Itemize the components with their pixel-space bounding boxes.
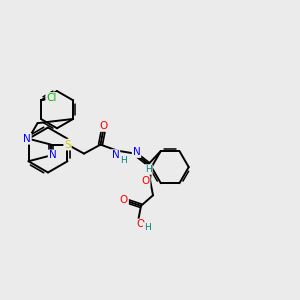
- Text: O: O: [120, 195, 128, 205]
- Text: H: H: [145, 165, 152, 174]
- Text: H: H: [144, 223, 150, 232]
- Text: H: H: [120, 156, 127, 165]
- Text: Cl: Cl: [46, 93, 57, 103]
- Text: N: N: [133, 147, 140, 157]
- Text: N: N: [112, 150, 119, 160]
- Text: O: O: [99, 121, 108, 131]
- Text: O: O: [141, 176, 150, 186]
- Text: N: N: [23, 134, 31, 144]
- Text: O: O: [136, 219, 145, 230]
- Text: S: S: [64, 140, 71, 150]
- Text: N: N: [49, 150, 56, 161]
